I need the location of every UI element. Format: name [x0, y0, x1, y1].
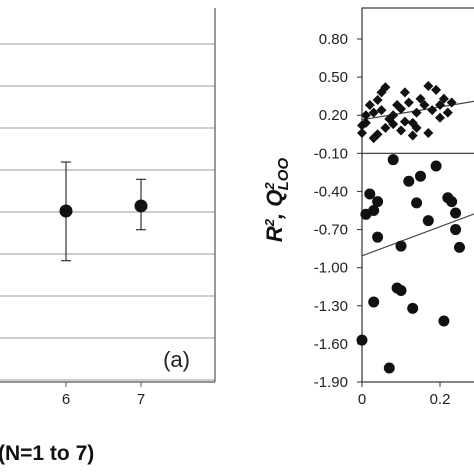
panel-a-label: (a): [163, 347, 190, 372]
x-tick-label: 6: [62, 391, 70, 408]
circle-point: [383, 362, 395, 374]
diamond-point: [431, 84, 442, 95]
circle-point: [368, 205, 380, 216]
circle-point: [454, 241, 465, 253]
diamond-point: [399, 87, 410, 98]
diamond-point: [411, 122, 422, 133]
circle-point: [415, 170, 426, 182]
y-tick-label: 0.80: [319, 31, 348, 48]
y-tick-label: 0.20: [319, 107, 348, 124]
circle-point: [364, 188, 376, 200]
panel-b-frame: [361, 7, 474, 383]
diamond-point: [380, 122, 391, 133]
circle-point: [372, 231, 384, 243]
y-tick-label: -1.60: [314, 336, 348, 353]
diamond-point: [360, 110, 371, 121]
circle-point: [403, 175, 415, 187]
trend-line: [361, 213, 474, 257]
data-point: [134, 199, 148, 213]
circle-point: [430, 160, 442, 172]
panel-b-marks: [356, 81, 465, 374]
y-title-r-sup: 2: [262, 218, 277, 227]
circle-point: [438, 315, 450, 327]
circle-point: [450, 224, 462, 236]
x-tick-label: 0: [358, 391, 366, 408]
diamond-point: [380, 82, 391, 93]
diamond-point: [364, 100, 375, 111]
diamond-point: [423, 81, 434, 92]
diamond-point: [372, 129, 383, 140]
panel-b-y-tick-labels: 0.80 0.50 0.20 -0.10 -0.40 -0.70 -1.00 -1.30 -1.…: [314, 31, 362, 391]
panel-a-x-axis-title: (N=1 to 7): [0, 442, 94, 465]
circle-point: [422, 215, 434, 227]
diamond-point: [360, 117, 371, 128]
x-tick-label: 7: [137, 391, 145, 408]
panel-b: 0.800.500.20-0.10-0.40-0.70-1.00-1.30-1.…: [262, 7, 474, 408]
y-tick-label: -1.90: [314, 374, 348, 391]
diamond-point: [446, 97, 457, 108]
y-title-q-sub: LOO: [275, 158, 292, 191]
circle-point: [372, 196, 384, 208]
diamond-point: [403, 97, 414, 108]
circle-point: [446, 196, 458, 208]
diamond-point: [368, 107, 379, 118]
diamond-point: [435, 100, 445, 111]
y-tick-label: -0.10: [314, 145, 348, 162]
circle-point: [395, 285, 407, 297]
y-title-r: R: [262, 226, 287, 242]
y-title-q-sup: 2: [262, 182, 277, 191]
diamond-point: [438, 93, 449, 104]
panel-b-trend-lines: [361, 100, 474, 257]
circle-point: [368, 296, 380, 308]
panel-b-plot-border: [361, 7, 474, 383]
panel-a-gridlines: [0, 43, 215, 381]
circle-point: [395, 240, 407, 252]
diamond-point: [427, 105, 438, 116]
y-tick-label: 0.50: [319, 69, 348, 86]
circle-point: [356, 334, 368, 346]
diamond-point: [376, 105, 387, 116]
y-tick-label: -1.00: [314, 260, 348, 277]
panel-b-x-tick-labels: 0 0.2: [358, 382, 451, 408]
diamond-point: [388, 110, 399, 121]
diamond-point: [419, 100, 430, 111]
diamond-point: [442, 107, 453, 118]
trend-line: [361, 100, 474, 121]
data-point: [59, 204, 73, 218]
diamond-point: [388, 119, 399, 130]
diamond-point: [411, 107, 422, 118]
x-tick-label: 0.2: [430, 391, 451, 408]
panel-a-marks: [59, 161, 148, 262]
diamond-point: [399, 116, 410, 127]
circle-point: [411, 197, 423, 209]
panel-a-frame: [0, 8, 216, 383]
diamond-point: [357, 128, 367, 139]
circle-point: [407, 302, 419, 314]
y-tick-label: -0.70: [314, 222, 348, 239]
diamond-point: [396, 125, 406, 136]
panel-b-y-axis-title: R2, Q2LOO: [262, 158, 292, 243]
diamond-point: [372, 94, 383, 105]
y-title-sep: ,: [262, 207, 287, 220]
y-tick-label: -0.40: [314, 183, 348, 200]
y-title-q: Q: [262, 190, 287, 207]
diamond-point: [415, 93, 426, 104]
y-tick-label: -1.30: [314, 298, 348, 315]
circle-point: [387, 154, 399, 166]
circle-point: [450, 207, 462, 219]
diamond-point: [396, 103, 406, 114]
diamond-point: [423, 128, 434, 139]
diamond-point: [407, 130, 418, 141]
diamond-point: [435, 112, 445, 123]
